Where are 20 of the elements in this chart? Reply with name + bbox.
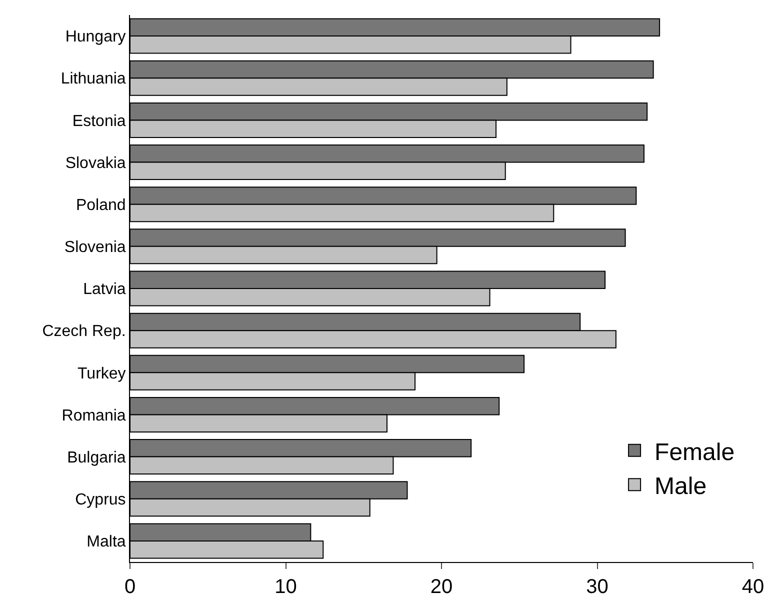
y-tick-label: Poland bbox=[76, 196, 126, 214]
y-tick-label: Czech Rep. bbox=[42, 323, 126, 340]
y-tick-label: Bulgaria bbox=[67, 449, 126, 466]
y-tick-label: Malta bbox=[86, 534, 126, 551]
x-tick-label: 0 bbox=[124, 576, 136, 598]
legend-label: Male bbox=[654, 472, 707, 500]
y-tick-label: Turkey bbox=[77, 365, 126, 382]
y-tick-label: Cyprus bbox=[75, 491, 126, 508]
y-tick-label: Slovenia bbox=[64, 239, 126, 256]
x-tick-label: 40 bbox=[742, 576, 764, 598]
x-tick-label: 30 bbox=[586, 576, 608, 598]
x-tick-label: 20 bbox=[430, 576, 453, 598]
y-tick-label: Lithuania bbox=[60, 70, 126, 88]
y-tick-label: Hungary bbox=[65, 28, 126, 46]
y-tick-label: Estonia bbox=[72, 112, 126, 130]
y-tick-label: Latvia bbox=[83, 281, 126, 298]
legend-label: Female bbox=[654, 438, 735, 466]
y-tick-label: Slovakia bbox=[65, 154, 126, 172]
y-tick-label: Romania bbox=[62, 407, 126, 424]
x-tick-label: 10 bbox=[274, 576, 297, 598]
